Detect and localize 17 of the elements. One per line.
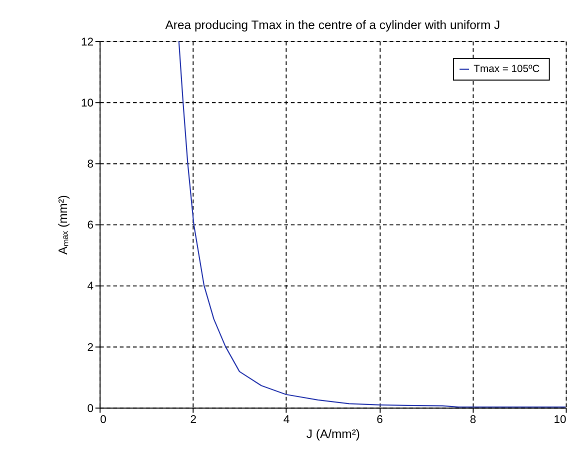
x-tick-label: 4 [283,414,290,426]
legend-label: Tmax = 105ºC [474,64,540,76]
y-tick-label: 0 [87,402,94,415]
y-axis-title: Aₘₐₓ (mm²) [56,195,70,255]
y-tick-label: 4 [87,280,94,293]
y-tick-label: 8 [87,158,94,170]
y-tick-label: 10 [80,97,94,110]
y-tick-label: 6 [87,220,94,232]
x-tick-label: 10 [554,414,566,426]
x-tick-label: 2 [190,414,196,426]
y-tick-label: 12 [80,36,94,48]
x-tick-label: 0 [100,414,106,426]
chart-title: Area producing Tmax in the centre of a cylinder with uniform J [165,18,500,32]
y-tick-label: 2 [87,342,94,354]
x-axis-title: J (A/mm²) [306,427,360,442]
x-tick-label: 8 [470,414,476,426]
x-tick-label: 6 [376,414,383,426]
